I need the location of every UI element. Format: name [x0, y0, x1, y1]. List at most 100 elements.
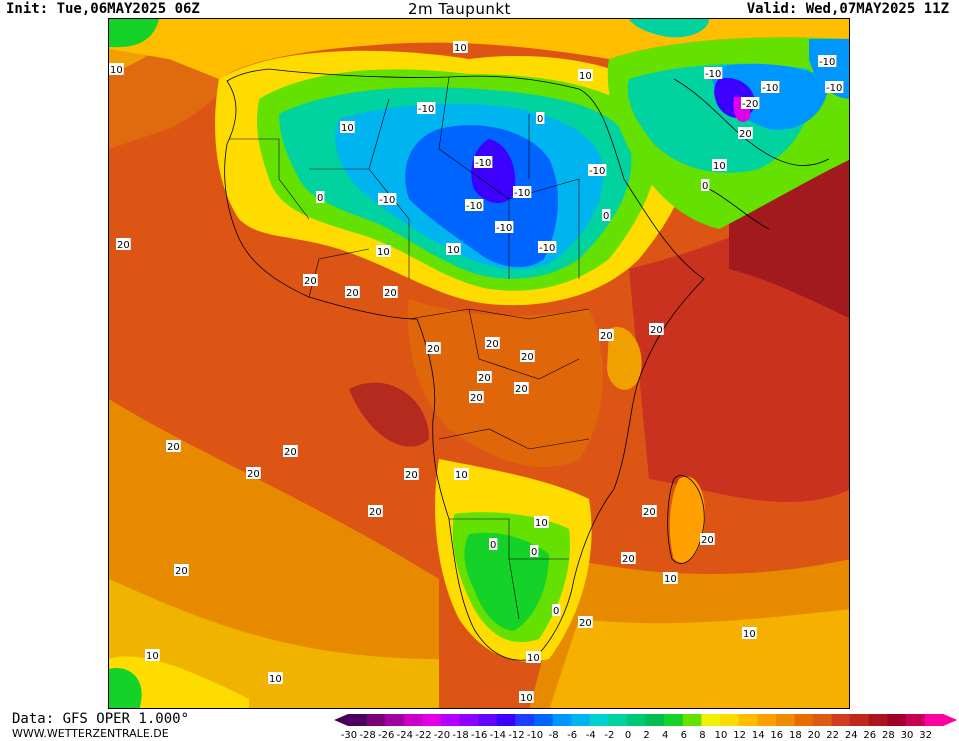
dewpoint-field: -20 -10 -10 -10 -10 -10 -10 -10 -10 -10 … — [109, 19, 849, 708]
contour-label: 20 — [166, 440, 181, 453]
contour-label: 0 — [530, 545, 539, 558]
svg-text:10: 10 — [447, 245, 460, 256]
legend-swatch — [720, 714, 740, 726]
svg-text:10: 10 — [743, 629, 756, 640]
weather-map: -20 -10 -10 -10 -10 -10 -10 -10 -10 -10 … — [108, 18, 850, 709]
svg-text:20: 20 — [600, 331, 613, 342]
contour-label: 10 — [454, 468, 469, 481]
svg-text:20: 20 — [175, 566, 188, 577]
color-scale-legend: -30 -28 -26 -24 -22 -20 -18 -16 -14 -12 -10 -8 -6 -4-… — [334, 714, 958, 740]
svg-text:0: 0 — [603, 211, 609, 222]
legend-tick-label: -2 — [604, 730, 614, 740]
svg-text:-10: -10 — [762, 83, 778, 94]
svg-text:10: 10 — [520, 693, 533, 704]
contour-label: -10 — [495, 221, 514, 234]
svg-text:20: 20 — [739, 129, 752, 140]
svg-text:20: 20 — [701, 535, 714, 546]
legend-tick-label: -10 — [527, 730, 543, 740]
contour-label: 10 — [712, 159, 727, 172]
legend-tick-label: 2 — [643, 730, 649, 740]
contour-label: -10 — [417, 102, 436, 115]
svg-text:10: 10 — [664, 574, 677, 585]
contour-label: -10 — [761, 81, 780, 94]
contour-label: 20 — [477, 371, 492, 384]
legend-tick-label: -22 — [415, 730, 431, 740]
svg-text:20: 20 — [284, 447, 297, 458]
central-africa-humid — [408, 299, 603, 468]
contour-label: -20 — [741, 97, 760, 110]
legend-tick-label: 16 — [770, 730, 783, 740]
legend-tick-label: 10 — [715, 730, 728, 740]
svg-text:20: 20 — [167, 442, 180, 453]
legend-swatch — [496, 714, 516, 726]
legend-tick-label: -4 — [586, 730, 596, 740]
legend-tick-label: 6 — [681, 730, 687, 740]
svg-text:20: 20 — [405, 470, 418, 481]
legend-tick-label: -8 — [549, 730, 559, 740]
contour-label: 20 — [642, 505, 657, 518]
contour-label: 10 — [534, 516, 549, 529]
svg-text:0: 0 — [490, 540, 496, 551]
contour-label: 20 — [520, 350, 535, 363]
init-time-label: Init: Tue,06MAY2025 06Z — [6, 1, 200, 17]
svg-text:10: 10 — [527, 653, 540, 664]
legend-tick-label: -6 — [567, 730, 577, 740]
contour-label: 20 — [578, 616, 593, 629]
svg-text:20: 20 — [486, 339, 499, 350]
contour-label: -10 — [513, 186, 532, 199]
legend-swatch — [515, 714, 535, 726]
legend-tick-label: -14 — [490, 730, 506, 740]
svg-text:-10: -10 — [466, 201, 482, 212]
legend-tick-label: 24 — [845, 730, 858, 740]
svg-text:0: 0 — [531, 547, 537, 558]
legend-arrow-left — [334, 714, 348, 726]
legend-swatch — [478, 714, 498, 726]
legend-tick-label: 14 — [752, 730, 765, 740]
svg-text:10: 10 — [454, 43, 467, 54]
svg-text:-10: -10 — [418, 104, 434, 115]
legend-swatch — [627, 714, 647, 726]
svg-text:-10: -10 — [496, 223, 512, 234]
contour-label: 20 — [246, 467, 261, 480]
contour-label: 20 — [174, 564, 189, 577]
legend-swatch — [738, 714, 758, 726]
legend-swatch — [459, 714, 479, 726]
legend-tick-label: 12 — [733, 730, 746, 740]
legend-arrow-right — [943, 714, 958, 726]
madagascar — [669, 476, 705, 563]
contour-label: -10 — [465, 199, 484, 212]
svg-text:10: 10 — [579, 71, 592, 82]
svg-text:-20: -20 — [742, 99, 758, 110]
contour-label: 0 — [536, 112, 545, 125]
svg-text:20: 20 — [579, 618, 592, 629]
legend-tick-label: 4 — [662, 730, 668, 740]
contour-label: 10 — [663, 572, 678, 585]
svg-text:20: 20 — [521, 352, 534, 363]
legend-tick-label: 20 — [808, 730, 821, 740]
contour-label: 10 — [526, 651, 541, 664]
contour-label: 10 — [376, 245, 391, 258]
legend-tick-label: -12 — [508, 730, 524, 740]
legend-swatch — [366, 714, 386, 726]
legend-swatch — [813, 714, 833, 726]
svg-text:-10: -10 — [826, 83, 842, 94]
svg-text:20: 20 — [304, 276, 317, 287]
website-label: WWW.WETTERZENTRALE.DE — [12, 727, 169, 740]
legend-swatch — [348, 714, 368, 726]
svg-text:10: 10 — [455, 470, 468, 481]
legend-tick-label: -20 — [434, 730, 450, 740]
contour-label: 0 — [489, 538, 498, 551]
svg-text:20: 20 — [384, 288, 397, 299]
legend-tick-label: -16 — [471, 730, 487, 740]
svg-text:20: 20 — [478, 373, 491, 384]
svg-text:10: 10 — [713, 161, 726, 172]
svg-text:10: 10 — [377, 247, 390, 258]
legend-swatch — [850, 714, 870, 726]
svg-text:-10: -10 — [514, 188, 530, 199]
data-source-label: Data: GFS OPER 1.000° — [12, 711, 190, 727]
legend-tick-label: 26 — [863, 730, 876, 740]
svg-text:0: 0 — [702, 181, 708, 192]
svg-text:-10: -10 — [379, 195, 395, 206]
contour-label: -10 — [704, 67, 723, 80]
contour-label: 10 — [578, 69, 593, 82]
